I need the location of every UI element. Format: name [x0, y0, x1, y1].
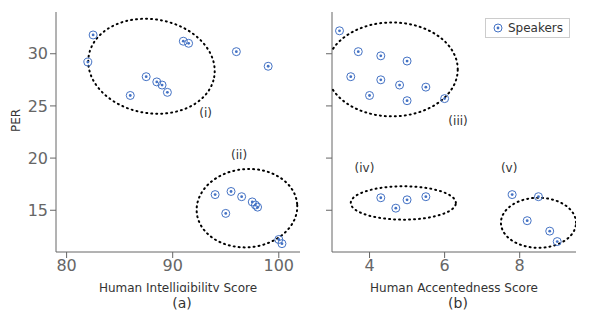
- html-text:(b): (b): [448, 295, 468, 311]
- svg-text:(ii): (ii): [231, 148, 247, 162]
- svg-text:8: 8: [515, 256, 525, 275]
- svg-text:80: 80: [56, 256, 76, 275]
- svg-text:PER: PER: [9, 109, 23, 132]
- svg-text:6: 6: [440, 256, 450, 275]
- svg-text:4: 4: [364, 256, 374, 275]
- svg-text:20: 20: [28, 149, 48, 168]
- svg-text:Human Intelligibility Score: Human Intelligibility Score: [99, 281, 257, 292]
- html-text:(a): (a): [172, 295, 192, 311]
- svg-text:Human Accentedness Score: Human Accentedness Score: [370, 281, 538, 292]
- html-text:Speakers: Speakers: [507, 21, 563, 35]
- svg-text:15: 15: [28, 201, 48, 220]
- svg-text:(i): (i): [199, 106, 212, 120]
- svg-text:100: 100: [264, 256, 295, 275]
- svg-text:(iv): (iv): [355, 161, 375, 175]
- svg-text:30: 30: [28, 44, 48, 63]
- svg-text:25: 25: [28, 97, 48, 116]
- svg-text:(v): (v): [501, 161, 517, 175]
- svg-text:90: 90: [163, 256, 183, 275]
- svg-text:(iii): (iii): [448, 114, 467, 128]
